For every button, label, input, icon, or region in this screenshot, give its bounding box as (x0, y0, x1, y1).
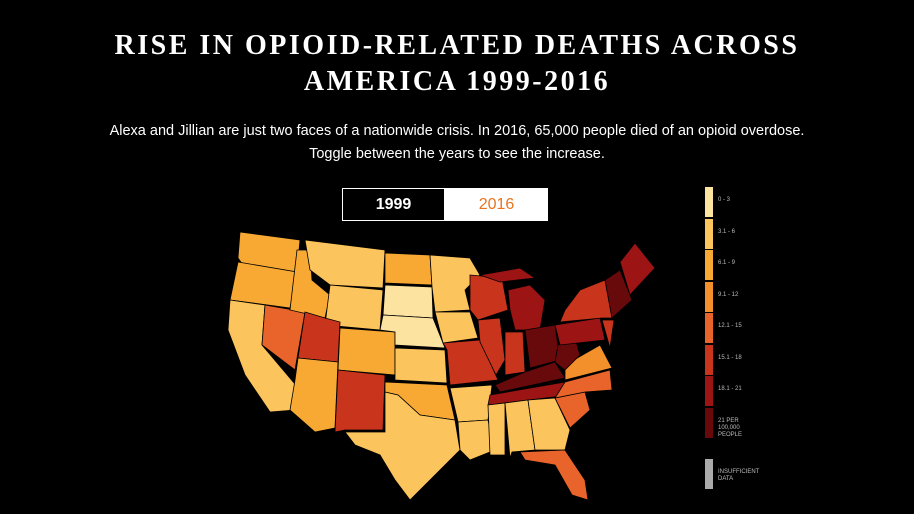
legend-swatch (705, 187, 713, 217)
state[interactable] (429, 254, 481, 313)
legend-swatch (705, 281, 713, 312)
legend-swatch (705, 407, 713, 438)
state[interactable] (449, 384, 493, 423)
states (227, 231, 656, 501)
state[interactable] (619, 242, 656, 296)
subtitle-line: Alexa and Jillian are just two faces of … (109, 123, 805, 139)
state[interactable] (337, 327, 396, 376)
state[interactable] (559, 279, 613, 323)
legend-label: 0 - 3 (718, 197, 731, 203)
title-line: RISE IN OPIOID-RELATED DEATHS ACROSS (114, 30, 800, 61)
state[interactable] (604, 269, 633, 319)
state[interactable] (477, 317, 506, 376)
legend-label: INSUFFICIENT DATA (718, 469, 760, 482)
legend-label: 15.1 - 18 (718, 354, 742, 361)
state[interactable] (334, 369, 386, 433)
state[interactable] (434, 311, 479, 344)
year-toggle: 1999 2016 (342, 188, 548, 221)
legend-swatch (705, 344, 713, 375)
title-line: AMERICA 1999-2016 (303, 66, 611, 97)
state[interactable] (564, 344, 613, 381)
legend-label: 18.1 - 21 (718, 386, 742, 392)
legend-swatch (705, 376, 713, 406)
legend-swatch (705, 459, 713, 489)
legend-label: 12.1 - 15 (718, 323, 742, 329)
state[interactable] (382, 284, 434, 319)
subtitle: Alexa and Jillian are just two faces of … (0, 120, 914, 166)
state[interactable] (504, 331, 526, 376)
year-button[interactable]: 2016 (445, 188, 548, 221)
legend-label: 6.1 - 9 (718, 260, 736, 266)
state[interactable] (289, 357, 339, 433)
state[interactable] (507, 284, 546, 331)
title: RISE IN OPIOID-RELATED DEATHS ACROSS AMER… (0, 28, 914, 100)
state[interactable] (304, 239, 386, 289)
legend-swatch (705, 250, 713, 280)
state[interactable] (344, 391, 461, 501)
state[interactable] (384, 252, 433, 286)
state[interactable] (527, 397, 571, 451)
state[interactable] (504, 399, 536, 459)
legend-label: 9.1 - 12 (718, 291, 739, 298)
state[interactable] (554, 317, 606, 346)
state[interactable] (601, 319, 615, 349)
state[interactable] (457, 419, 496, 461)
state[interactable] (394, 347, 448, 384)
legend-label: 21 PER 100,000 PEOPLE (718, 417, 743, 438)
state[interactable] (487, 402, 506, 456)
subtitle-line: Toggle between the years to see the incr… (309, 146, 605, 162)
legend-swatch (705, 313, 713, 343)
state[interactable] (494, 361, 566, 393)
legend-swatch (705, 218, 713, 249)
state[interactable] (554, 369, 613, 399)
state[interactable] (478, 267, 537, 283)
legend-label: 3.1 - 6 (718, 228, 736, 235)
state[interactable] (379, 314, 446, 349)
state[interactable] (519, 449, 589, 501)
year-button[interactable]: 1999 (342, 188, 445, 221)
